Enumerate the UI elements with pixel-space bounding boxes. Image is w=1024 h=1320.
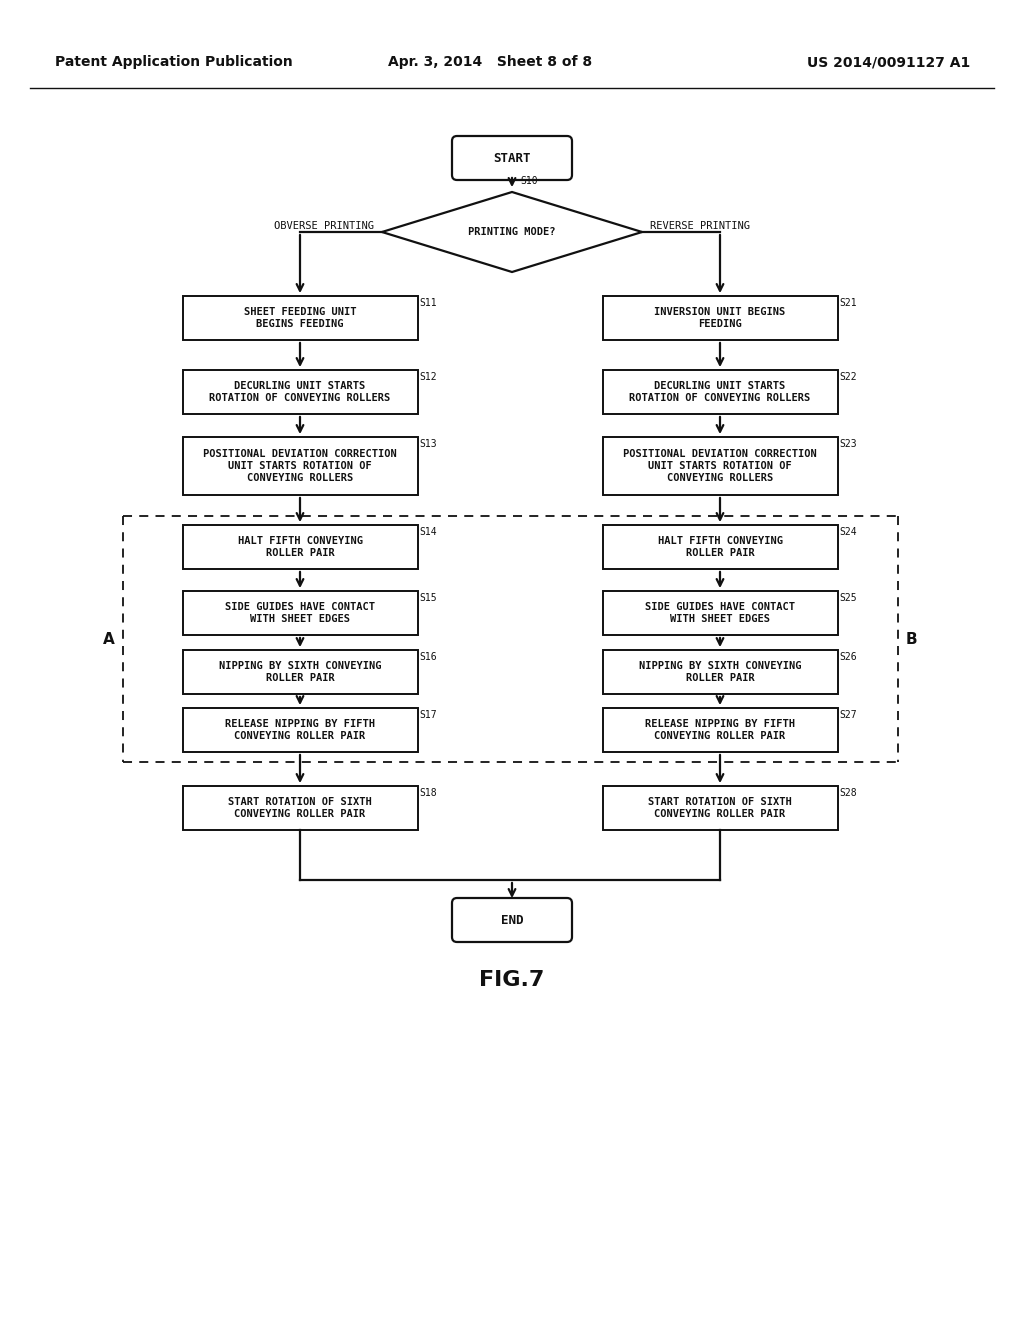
Text: S16: S16 — [420, 652, 437, 663]
Text: S23: S23 — [840, 440, 857, 449]
Bar — [182, 649, 418, 694]
Text: NIPPING BY SIXTH CONVEYING
ROLLER PAIR: NIPPING BY SIXTH CONVEYING ROLLER PAIR — [639, 661, 801, 682]
Text: OBVERSE PRINTING: OBVERSE PRINTING — [274, 220, 374, 231]
Bar — [602, 591, 838, 635]
Text: INVERSION UNIT BEGINS
FEEDING: INVERSION UNIT BEGINS FEEDING — [654, 308, 785, 329]
Text: POSITIONAL DEVIATION CORRECTION
UNIT STARTS ROTATION OF
CONVEYING ROLLERS: POSITIONAL DEVIATION CORRECTION UNIT STA… — [624, 449, 817, 483]
Text: RELEASE NIPPING BY FIFTH
CONVEYING ROLLER PAIR: RELEASE NIPPING BY FIFTH CONVEYING ROLLE… — [645, 719, 795, 741]
Bar — [602, 708, 838, 752]
Bar — [182, 591, 418, 635]
Bar — [182, 437, 418, 495]
Bar — [602, 296, 838, 341]
FancyBboxPatch shape — [452, 136, 572, 180]
Text: HALT FIFTH CONVEYING
ROLLER PAIR: HALT FIFTH CONVEYING ROLLER PAIR — [657, 536, 782, 558]
Text: SHEET FEEDING UNIT
BEGINS FEEDING: SHEET FEEDING UNIT BEGINS FEEDING — [244, 308, 356, 329]
Bar — [602, 437, 838, 495]
Text: S28: S28 — [840, 788, 857, 799]
Text: S18: S18 — [420, 788, 437, 799]
Text: DECURLING UNIT STARTS
ROTATION OF CONVEYING ROLLERS: DECURLING UNIT STARTS ROTATION OF CONVEY… — [209, 381, 390, 403]
Text: S25: S25 — [840, 593, 857, 603]
Text: DECURLING UNIT STARTS
ROTATION OF CONVEYING ROLLERS: DECURLING UNIT STARTS ROTATION OF CONVEY… — [630, 381, 811, 403]
Text: S21: S21 — [840, 298, 857, 308]
Text: Patent Application Publication: Patent Application Publication — [55, 55, 293, 69]
Text: START ROTATION OF SIXTH
CONVEYING ROLLER PAIR: START ROTATION OF SIXTH CONVEYING ROLLER… — [648, 797, 792, 818]
Bar — [182, 525, 418, 569]
Bar — [602, 785, 838, 830]
Bar — [182, 296, 418, 341]
Text: SIDE GUIDES HAVE CONTACT
WITH SHEET EDGES: SIDE GUIDES HAVE CONTACT WITH SHEET EDGE… — [225, 602, 375, 624]
Text: END: END — [501, 913, 523, 927]
Text: NIPPING BY SIXTH CONVEYING
ROLLER PAIR: NIPPING BY SIXTH CONVEYING ROLLER PAIR — [219, 661, 381, 682]
Bar — [182, 370, 418, 414]
Text: HALT FIFTH CONVEYING
ROLLER PAIR: HALT FIFTH CONVEYING ROLLER PAIR — [238, 536, 362, 558]
Text: RELEASE NIPPING BY FIFTH
CONVEYING ROLLER PAIR: RELEASE NIPPING BY FIFTH CONVEYING ROLLE… — [225, 719, 375, 741]
Bar — [182, 785, 418, 830]
Bar — [602, 649, 838, 694]
Text: POSITIONAL DEVIATION CORRECTION
UNIT STARTS ROTATION OF
CONVEYING ROLLERS: POSITIONAL DEVIATION CORRECTION UNIT STA… — [203, 449, 397, 483]
FancyBboxPatch shape — [452, 898, 572, 942]
Text: Apr. 3, 2014   Sheet 8 of 8: Apr. 3, 2014 Sheet 8 of 8 — [388, 55, 592, 69]
Text: START: START — [494, 152, 530, 165]
Text: B: B — [905, 631, 918, 647]
Text: S14: S14 — [420, 527, 437, 537]
Text: S26: S26 — [840, 652, 857, 663]
Polygon shape — [382, 191, 642, 272]
Text: S17: S17 — [420, 710, 437, 719]
Bar — [602, 525, 838, 569]
Text: S27: S27 — [840, 710, 857, 719]
Text: A: A — [102, 631, 115, 647]
Text: S13: S13 — [420, 440, 437, 449]
Text: S10: S10 — [520, 176, 538, 186]
Text: S24: S24 — [840, 527, 857, 537]
Text: FIG.7: FIG.7 — [479, 970, 545, 990]
Bar — [602, 370, 838, 414]
Text: S11: S11 — [420, 298, 437, 308]
Text: S22: S22 — [840, 372, 857, 381]
Bar — [182, 708, 418, 752]
Text: SIDE GUIDES HAVE CONTACT
WITH SHEET EDGES: SIDE GUIDES HAVE CONTACT WITH SHEET EDGE… — [645, 602, 795, 624]
Text: US 2014/0091127 A1: US 2014/0091127 A1 — [807, 55, 970, 69]
Text: REVERSE PRINTING: REVERSE PRINTING — [650, 220, 750, 231]
Text: S12: S12 — [420, 372, 437, 381]
Text: S15: S15 — [420, 593, 437, 603]
Text: PRINTING MODE?: PRINTING MODE? — [468, 227, 556, 238]
Text: START ROTATION OF SIXTH
CONVEYING ROLLER PAIR: START ROTATION OF SIXTH CONVEYING ROLLER… — [228, 797, 372, 818]
